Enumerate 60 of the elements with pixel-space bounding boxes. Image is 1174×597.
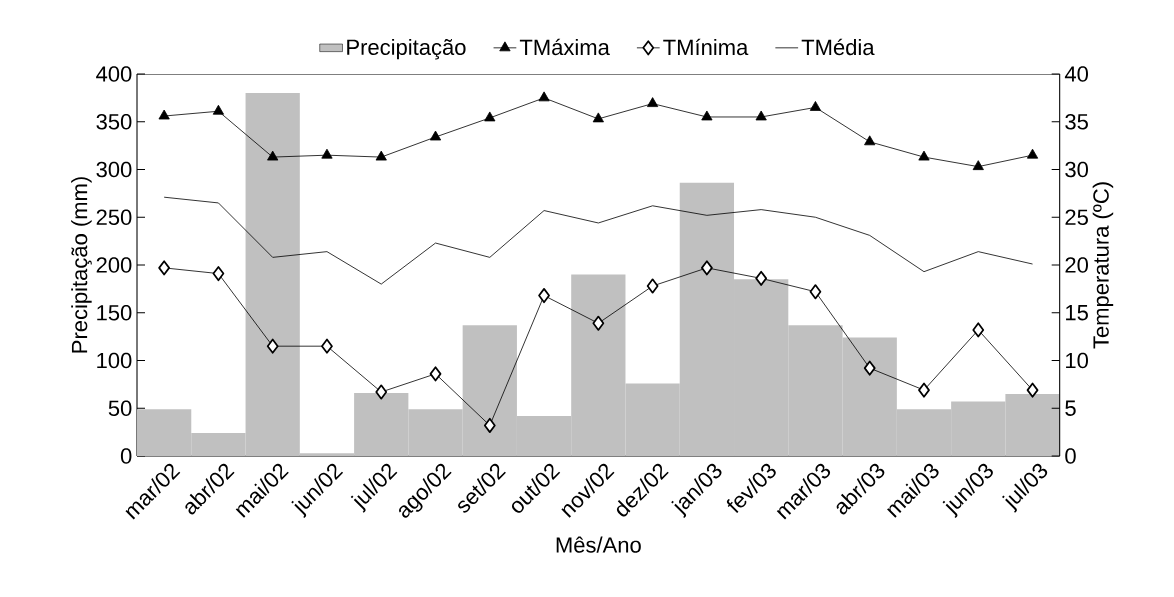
legend-label: TMáxima (519, 38, 610, 56)
point (918, 150, 930, 161)
x-axis-title: Mês/Ano (556, 536, 641, 553)
point (755, 270, 768, 286)
point (1026, 382, 1039, 398)
y2-tick-label: 25 (1065, 209, 1088, 226)
point (429, 130, 442, 141)
point (375, 150, 387, 161)
point (158, 109, 170, 120)
point (212, 104, 225, 115)
point (483, 417, 496, 433)
point (538, 91, 550, 102)
point (158, 260, 171, 276)
y-tick-label: 150 (97, 304, 132, 321)
point (429, 366, 442, 382)
y-axis-title: Precipitação (mm) (71, 177, 92, 353)
point (375, 384, 388, 400)
y-tick-label: 100 (97, 352, 132, 369)
point (321, 148, 333, 159)
line-series (163, 196, 1033, 285)
legend-label: TMínima (663, 38, 749, 56)
point (212, 266, 225, 282)
y2-tick-label: 0 (1065, 448, 1076, 464)
y2-tick-label: 35 (1065, 113, 1088, 130)
point (321, 338, 333, 354)
legend-label: Precipitação (347, 38, 466, 60)
point (592, 112, 604, 123)
y-tick-label: 0 (120, 448, 132, 464)
point (266, 338, 279, 354)
y2-tick-label: 40 (1064, 66, 1088, 82)
point (646, 278, 659, 294)
point (647, 97, 659, 108)
y2-tick-label: 15 (1066, 305, 1088, 321)
y2-axis-title: Temperatura (ºC) (1092, 182, 1114, 349)
point (1026, 148, 1039, 159)
point (701, 260, 713, 276)
y2-tick-label: 5 (1065, 400, 1076, 416)
y-tick-label: 350 (96, 113, 132, 130)
point (918, 382, 930, 398)
point (863, 360, 876, 376)
point (809, 284, 822, 300)
point (538, 288, 550, 304)
point (972, 160, 984, 171)
point (972, 322, 985, 338)
point (701, 110, 713, 121)
legend-label: TMédia (801, 38, 875, 56)
y2-tick-label: 10 (1066, 352, 1088, 369)
point (592, 315, 605, 331)
point (809, 101, 822, 111)
y2-tick-label: 30 (1065, 161, 1088, 178)
y2-tick-label: 20 (1065, 257, 1088, 273)
point (267, 150, 279, 161)
y-tick-label: 300 (96, 161, 132, 178)
y-tick-label: 250 (96, 209, 132, 226)
point (484, 111, 496, 122)
y-tick-label: 400 (96, 66, 132, 82)
point (755, 110, 767, 121)
point (864, 135, 876, 146)
y-tick-label: 50 (108, 400, 132, 417)
y-tick-label: 200 (96, 257, 132, 273)
